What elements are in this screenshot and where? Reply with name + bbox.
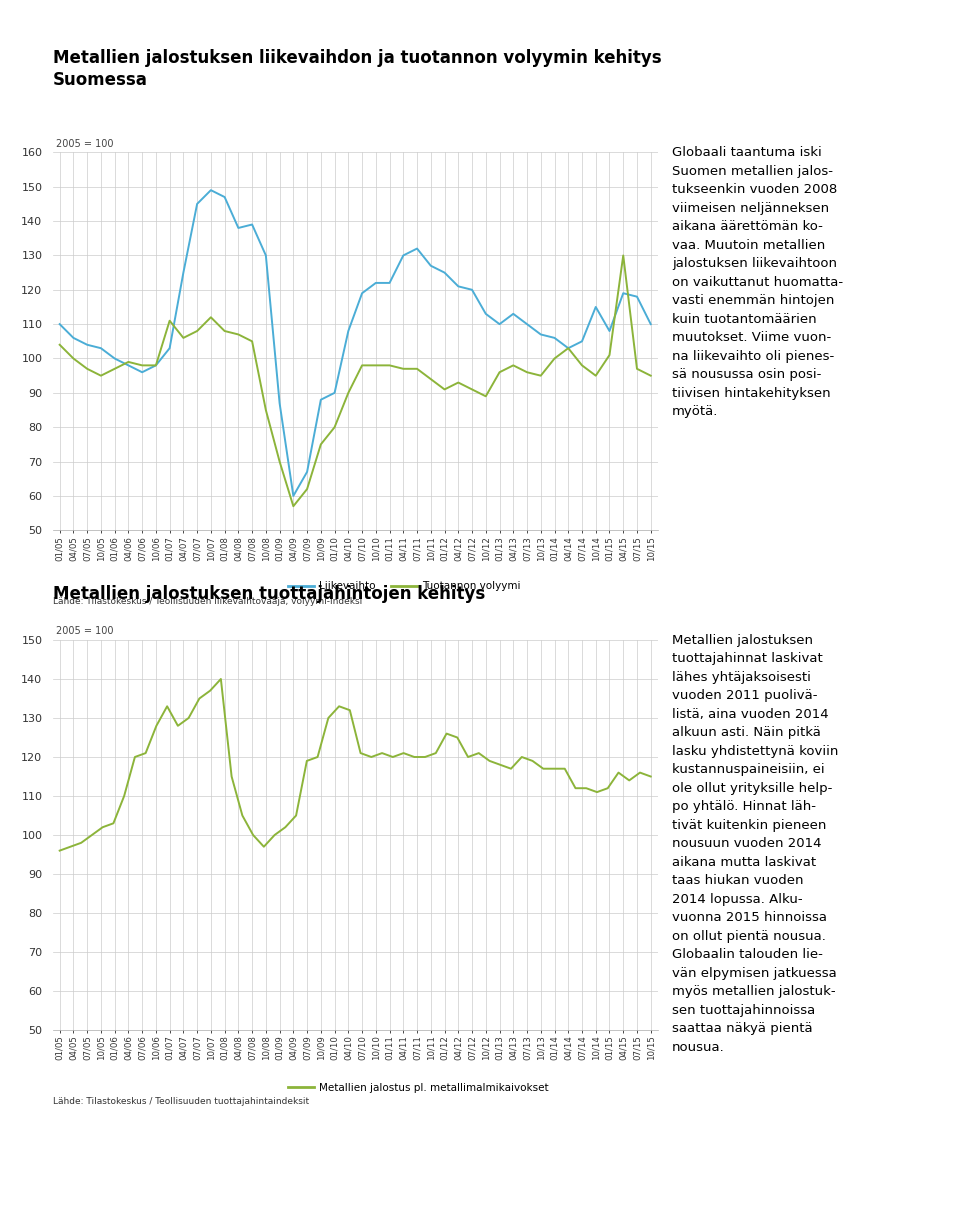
Text: 2005 = 100: 2005 = 100 <box>56 627 113 636</box>
Legend: Metallien jalostus pl. metallimalmikaivokset: Metallien jalostus pl. metallimalmikaivo… <box>288 1084 549 1093</box>
Text: Lähde: Tilastokeskus / Teollisuuden tuottajahintaindeksit: Lähde: Tilastokeskus / Teollisuuden tuot… <box>53 1097 309 1106</box>
Text: 2005 = 100: 2005 = 100 <box>56 139 113 149</box>
Legend: Liikevaihto, Tuotannon volyymi: Liikevaihto, Tuotannon volyymi <box>288 581 521 591</box>
Text: Metallien jalostuksen liikevaihdon ja tuotannon volyymin kehitys
Suomessa: Metallien jalostuksen liikevaihdon ja tu… <box>53 49 661 89</box>
Text: Globaali taantuma iski
Suomen metallien jalos-
tukseenkin vuoden 2008
viimeisen : Globaali taantuma iski Suomen metallien … <box>672 146 843 418</box>
Text: Lähde: Tilastokeskus / Teollisuuden liikevaihtovaaja, volyymi-indeksi: Lähde: Tilastokeskus / Teollisuuden liik… <box>53 597 362 606</box>
Text: Metallien jalostuksen tuottajahintojen kehitys: Metallien jalostuksen tuottajahintojen k… <box>53 585 485 603</box>
Text: Metallien jalostuksen
tuottajahinnat laskivat
lähes yhtäjaksoisesti
vuoden 2011 : Metallien jalostuksen tuottajahinnat las… <box>672 634 838 1054</box>
